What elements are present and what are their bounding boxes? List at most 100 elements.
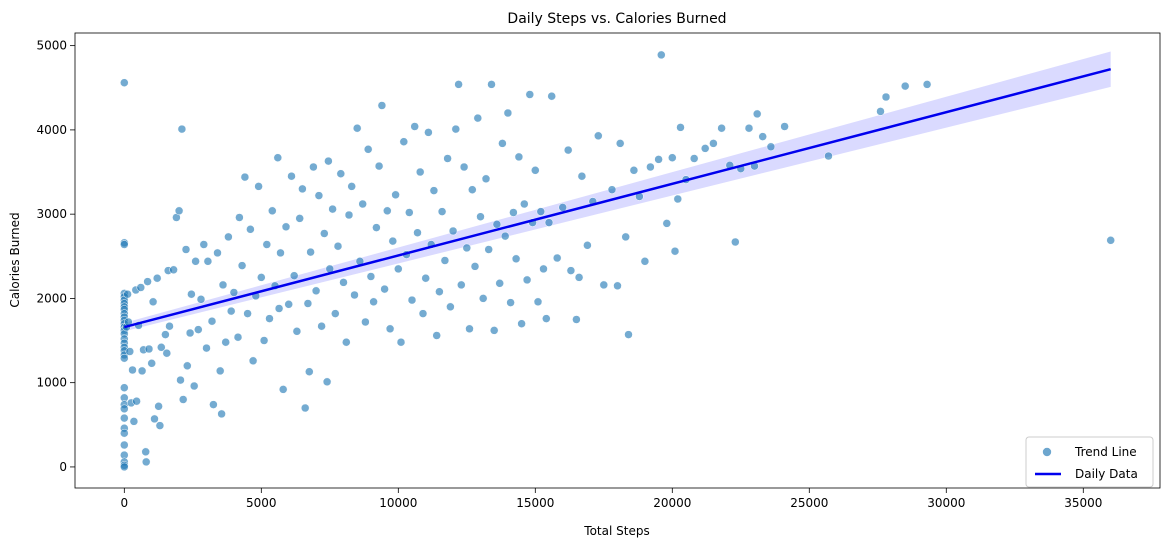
scatter-point (752, 109, 762, 119)
scatter-point (514, 152, 524, 162)
y-tick-label: 0 (59, 460, 67, 474)
scatter-point (374, 161, 384, 171)
scatter-point (215, 366, 225, 376)
scatter-point (305, 367, 314, 376)
scatter-point (141, 457, 151, 467)
scatter-point (511, 254, 521, 264)
scatter-point (547, 91, 556, 101)
scatter-point (533, 297, 543, 307)
scatter-point (489, 326, 499, 335)
scatter-point (336, 169, 346, 178)
scatter-point (731, 237, 740, 247)
scatter-point (676, 123, 685, 132)
scatter-point (758, 132, 767, 141)
trend-line (123, 67, 1112, 329)
scatter-point (120, 383, 129, 392)
scatter-point (342, 337, 351, 347)
scatter-point (657, 50, 666, 60)
scatter-point (536, 207, 546, 216)
y-tick-label: 4000 (36, 123, 67, 137)
scatter-point (154, 402, 163, 411)
scatter-point (187, 289, 196, 299)
scatter-point (202, 343, 211, 353)
scatter-point (183, 361, 192, 371)
x-tick-label: 15000 (516, 496, 554, 510)
scatter-point (123, 289, 132, 299)
scatter-point (226, 306, 236, 316)
scatter-point (165, 321, 174, 331)
scatter-point (120, 78, 129, 87)
scatter-point (347, 182, 356, 191)
y-tick-label: 5000 (36, 39, 67, 53)
scatter-point (289, 271, 299, 280)
scatter-point (324, 156, 333, 166)
scatter-point (185, 328, 195, 338)
scatter-point (709, 139, 718, 148)
scatter-point (262, 240, 272, 249)
scatter-point (520, 199, 529, 209)
scatter-point (191, 257, 200, 266)
scatter-point (306, 247, 315, 257)
scatter-point (120, 404, 129, 414)
scatter-point (451, 124, 461, 134)
scatter-point (259, 336, 269, 345)
scatter-point (484, 245, 493, 254)
scatter-point (432, 331, 441, 340)
scatter-point (137, 366, 147, 376)
scatter-point (531, 166, 540, 175)
scatter-point (478, 294, 488, 303)
scatter-point (189, 381, 199, 391)
scatter-point (265, 314, 274, 323)
scatter-point (443, 154, 452, 163)
scatter-point (415, 167, 425, 177)
scatter-point (429, 186, 439, 195)
scatter-point (462, 243, 472, 253)
scatter-point (577, 171, 587, 181)
scatter-point (132, 396, 141, 406)
scatter-point (281, 222, 291, 232)
scatter-point (613, 281, 622, 291)
y-tick-label: 2000 (36, 291, 67, 305)
scatter-points-layer (120, 50, 1115, 472)
scatter-point (320, 229, 329, 238)
scatter-point (668, 153, 677, 162)
scatter-point (517, 319, 526, 328)
scatter-point (363, 145, 373, 154)
scatter-point (646, 162, 655, 172)
scatter-point (509, 208, 518, 217)
legend-label-trend-line: Trend Line (1074, 445, 1137, 459)
scatter-point (492, 220, 502, 229)
scatter-point (487, 80, 496, 89)
scatter-point (558, 203, 567, 212)
scatter-point (424, 128, 433, 137)
scatter-point (276, 248, 285, 258)
scatter-point (876, 107, 885, 116)
scatter-point (120, 353, 129, 363)
scatter-point (333, 241, 343, 251)
scatter-point (203, 257, 213, 266)
scatter-point (542, 314, 551, 323)
scatter-point (700, 144, 710, 153)
scatter-point (287, 171, 296, 181)
plot-frame (74, 32, 1161, 489)
chart-title: Daily Steps vs. Calories Burned (507, 11, 726, 27)
scatter-point (169, 265, 178, 275)
x-tick-label: 0 (120, 496, 128, 510)
legend-label-daily-data: Daily Data (1075, 467, 1138, 481)
scatter-point (194, 325, 203, 334)
scatter-point (881, 92, 891, 102)
scatter-point (385, 324, 395, 334)
scatter-point (824, 151, 833, 161)
scatter-point (237, 261, 247, 270)
scatter-point (566, 266, 576, 275)
scatter-point (143, 277, 152, 286)
scatter-point (248, 356, 258, 366)
scatter-point (199, 240, 209, 249)
scatter-point (476, 212, 485, 221)
scatter-point (640, 257, 650, 266)
scatter-point (405, 208, 414, 217)
scatter-point (317, 321, 326, 331)
x-tick-label: 25000 (790, 496, 828, 510)
scatter-point (448, 226, 458, 236)
